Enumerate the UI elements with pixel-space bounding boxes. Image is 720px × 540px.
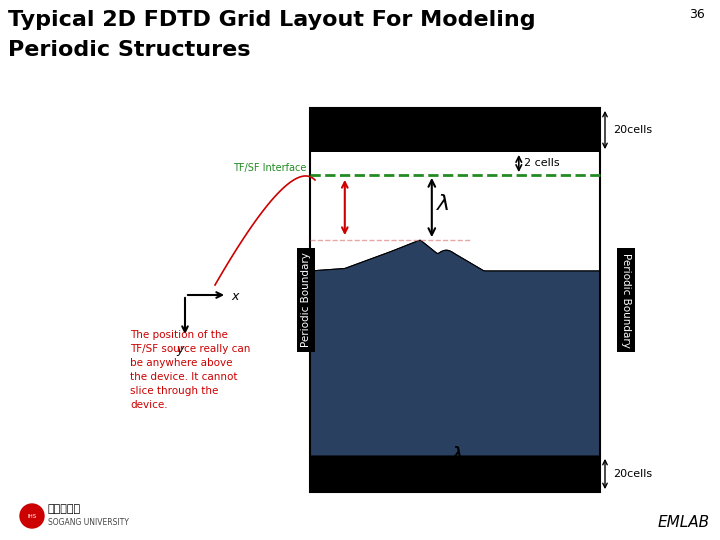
Text: λ: λ (437, 194, 450, 214)
Text: 서강대학교: 서강대학교 (48, 504, 81, 514)
Circle shape (20, 504, 44, 528)
Text: Typical 2D FDTD Grid Layout For Modeling: Typical 2D FDTD Grid Layout For Modeling (8, 10, 536, 30)
Text: x: x (231, 291, 238, 303)
Text: Periodic Structures: Periodic Structures (8, 40, 251, 60)
Text: Periodic Boundary: Periodic Boundary (301, 253, 311, 347)
Text: The position of the
TF/SF source really can
be anywhere above
the device. It can: The position of the TF/SF source really … (130, 330, 251, 410)
Text: EMLAB: EMLAB (658, 515, 710, 530)
Text: λ: λ (451, 446, 464, 466)
Text: IHS: IHS (27, 514, 37, 518)
Bar (310, 271, 600, 456)
Text: 20cells: 20cells (613, 469, 652, 479)
Text: TF/SF Interface: TF/SF Interface (233, 163, 306, 173)
Bar (310, 108, 600, 152)
Polygon shape (310, 240, 600, 456)
Text: 36: 36 (689, 8, 705, 21)
Polygon shape (310, 240, 600, 456)
Text: SOGANG UNIVERSITY: SOGANG UNIVERSITY (48, 518, 129, 527)
Text: 20cells: 20cells (613, 125, 652, 135)
Text: y: y (176, 343, 184, 356)
Bar (310, 152, 600, 271)
Bar (310, 456, 600, 492)
Text: 2 cells: 2 cells (523, 159, 559, 168)
Bar (310, 108, 600, 492)
Text: Periodic Boundary: Periodic Boundary (621, 253, 631, 347)
Bar (310, 108, 600, 492)
